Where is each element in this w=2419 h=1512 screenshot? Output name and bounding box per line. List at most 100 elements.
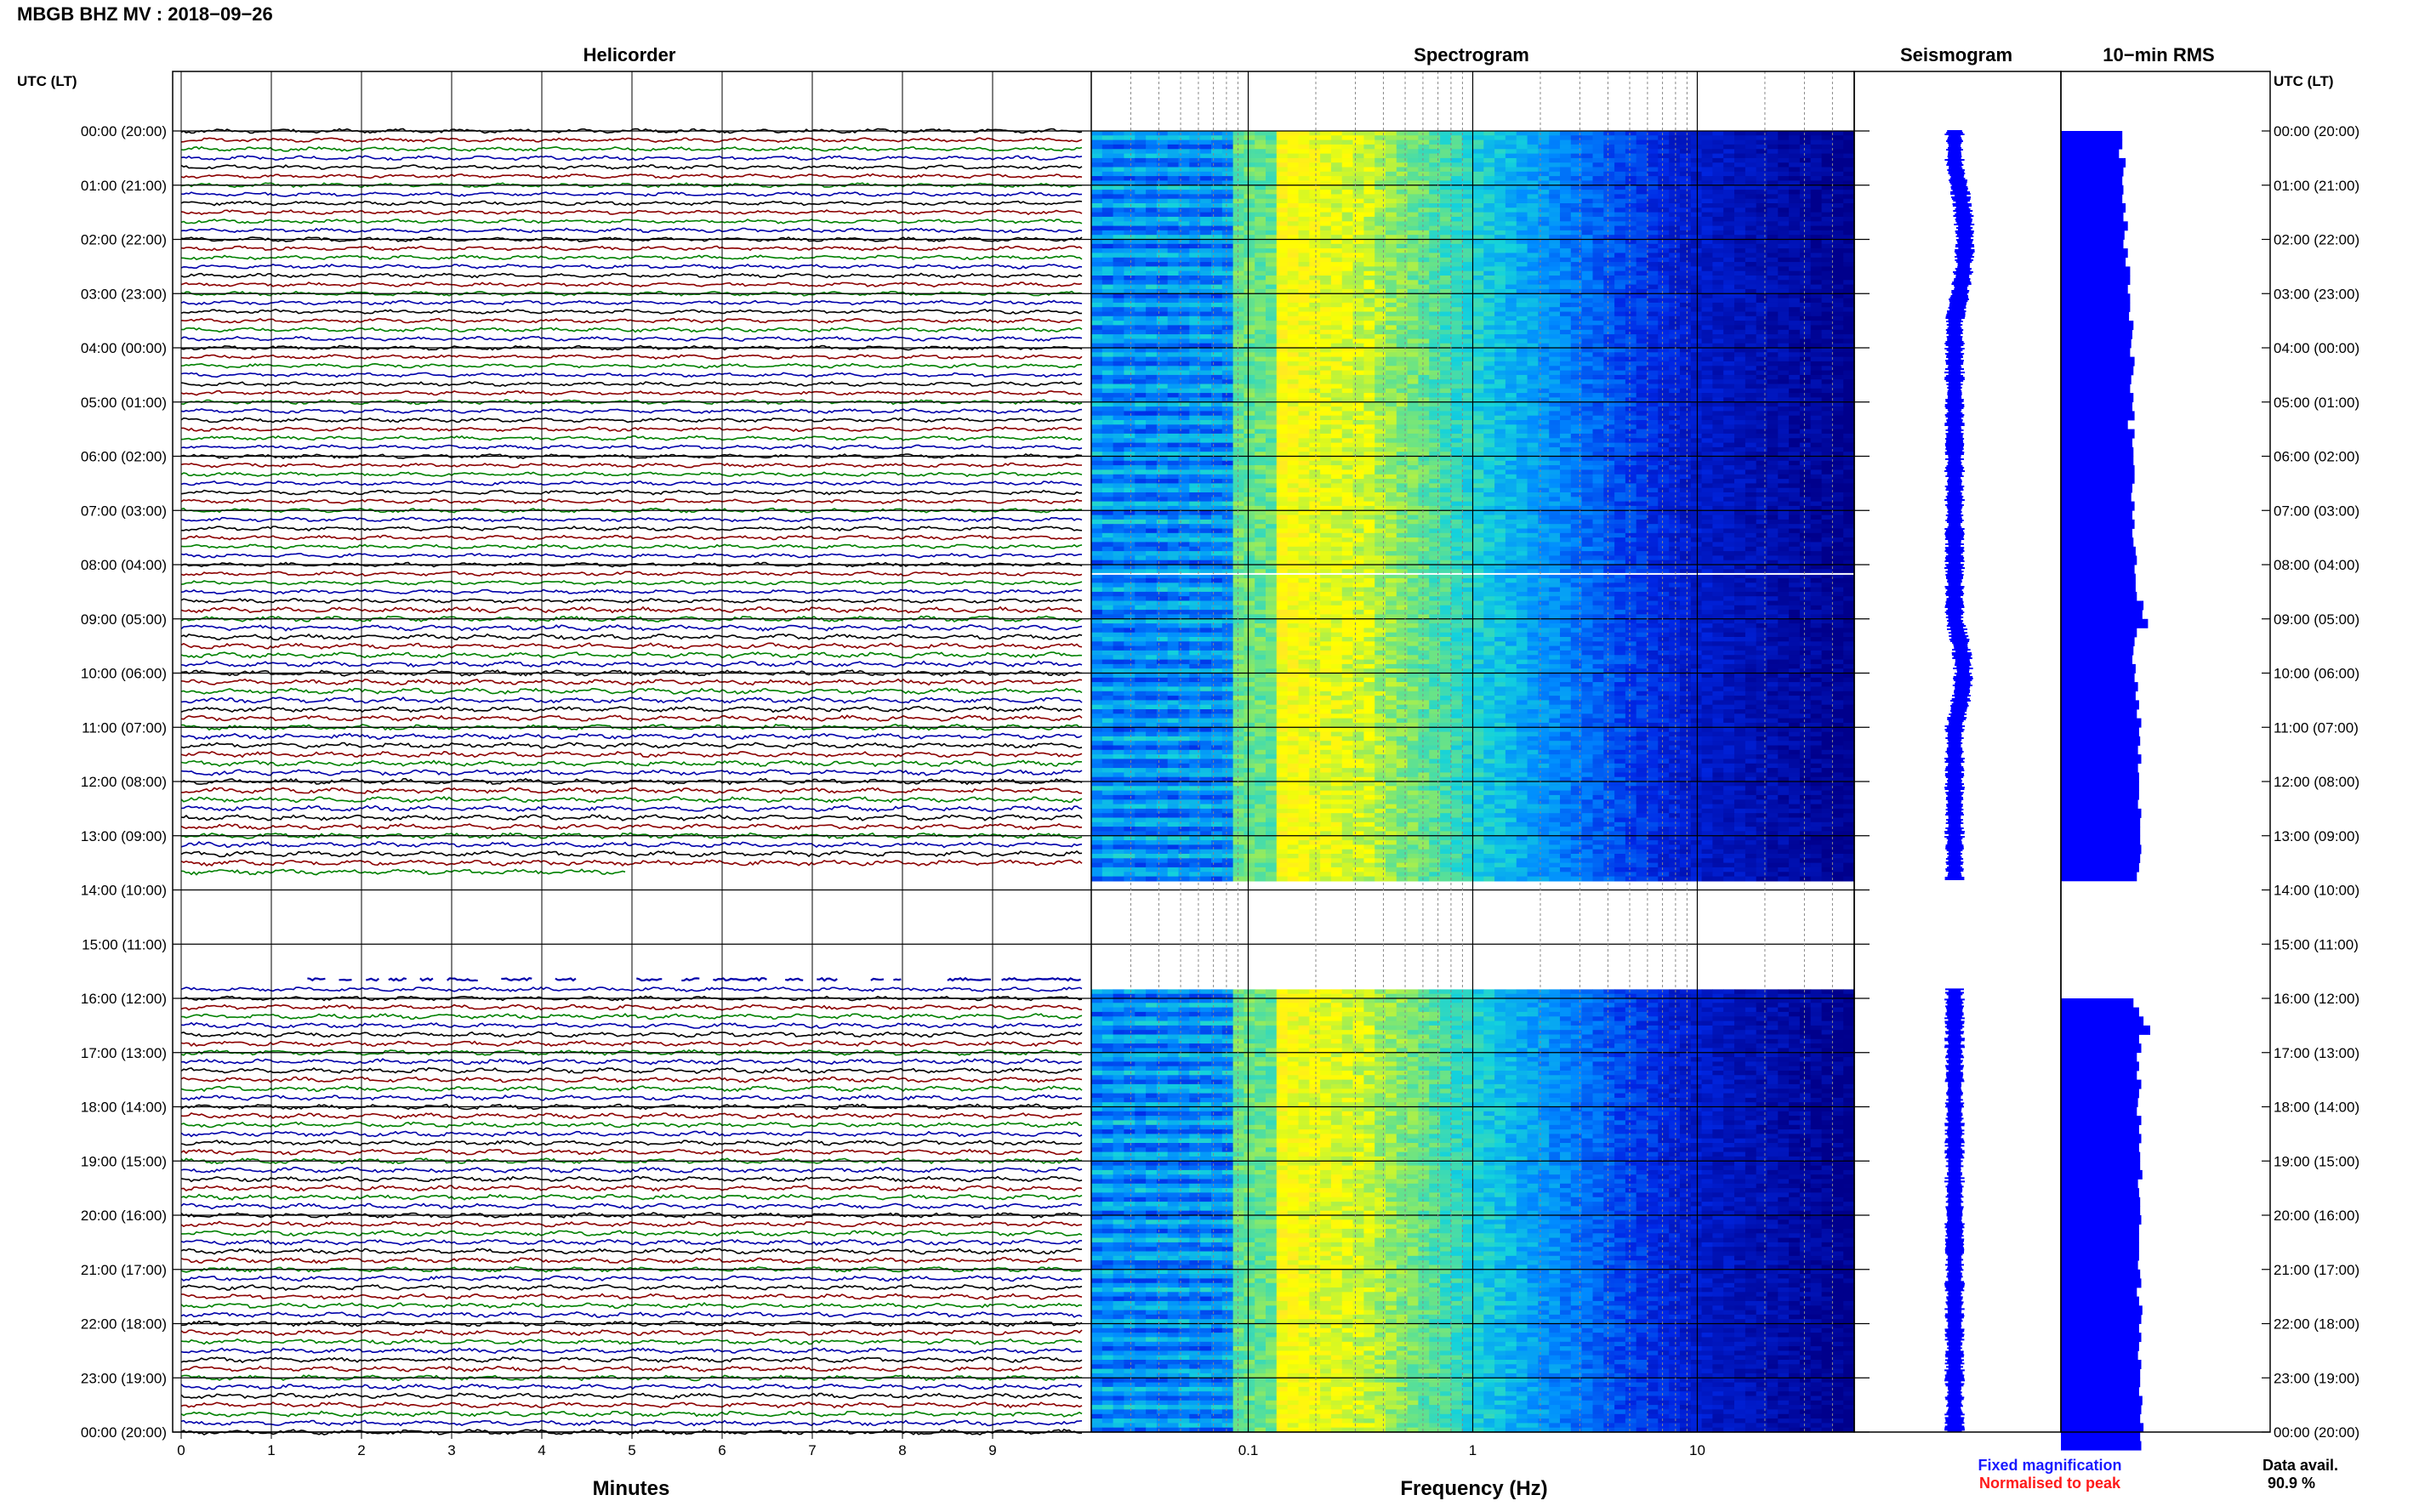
spectrogram-cell (1614, 153, 1626, 159)
spectrogram-cell (1756, 397, 1768, 403)
spectrogram-cell (1135, 144, 1147, 150)
spectrogram-cell (1396, 420, 1409, 425)
spectrogram-cell (1505, 139, 1517, 145)
spectrogram-cell (1113, 235, 1124, 241)
spectrogram-cell (1734, 334, 1746, 339)
spectrogram-cell (1330, 190, 1343, 195)
spectrogram-cell (1211, 429, 1223, 435)
spectrogram-cell (1386, 149, 1397, 155)
spectrogram-cell (1429, 302, 1441, 308)
spectrogram-cell (1560, 180, 1572, 186)
spectrogram-cell (1418, 388, 1430, 394)
spectrogram-cell (1200, 135, 1212, 141)
spectrogram-cell (1810, 144, 1823, 150)
spectrogram-cell (1450, 190, 1463, 195)
spectrogram-cell (1832, 153, 1844, 159)
spectrogram-cell (1146, 321, 1158, 326)
spectrogram-cell (1232, 135, 1244, 141)
spectrogram-cell (1701, 298, 1713, 304)
spectrogram-cell (1756, 315, 1768, 321)
spectrogram-cell (1113, 415, 1124, 421)
spectrogram-cell (1756, 361, 1768, 367)
spectrogram-cell (1440, 406, 1452, 412)
spectrogram-cell (1625, 230, 1637, 236)
spectrogram-cell (1789, 266, 1801, 272)
spectrogram-cell (1832, 307, 1844, 313)
spectrogram-cell (1592, 429, 1604, 435)
spectrogram-cell (1472, 212, 1484, 218)
spectrogram-cell (1581, 257, 1593, 263)
spectrogram-cell (1483, 131, 1495, 136)
spectrogram-cell (1266, 370, 1278, 376)
spectrogram-cell (1756, 198, 1768, 204)
spectrogram-cell (1669, 167, 1681, 173)
spectrogram-cell (1320, 397, 1332, 403)
spectrogram-cell (1440, 221, 1452, 227)
spectrogram-cell (1745, 262, 1757, 267)
spectrogram-cell (1407, 424, 1419, 430)
spectrogram-cell (1799, 370, 1812, 376)
spectrogram-cell (1113, 157, 1124, 163)
spectrogram-cell (1146, 190, 1158, 195)
spectrogram-cell (1723, 157, 1735, 163)
spectrogram-cell (1581, 207, 1593, 213)
spectrogram-cell (1680, 225, 1692, 231)
spectrogram-cell (1101, 311, 1114, 317)
spectrogram-cell (1200, 361, 1212, 367)
spectrogram-cell (1843, 379, 1855, 385)
spectrogram-cell (1341, 162, 1354, 168)
spectrogram-cell (1712, 356, 1724, 362)
spectrogram-cell (1101, 230, 1114, 236)
spectrogram-cell (1330, 216, 1343, 222)
spectrogram-cell (1810, 176, 1823, 181)
spectrogram-cell (1778, 446, 1790, 452)
spectrogram-cell (1494, 131, 1506, 136)
spectrogram-cell (1745, 207, 1757, 213)
spectrogram-cell (1669, 406, 1681, 412)
spectrogram-cell (1266, 401, 1278, 407)
spectrogram-cell (1516, 194, 1528, 200)
spectrogram-cell (1113, 207, 1124, 213)
spectrogram-cell (1767, 235, 1779, 241)
spectrogram-cell (1244, 307, 1255, 313)
spectrogram-cell (1745, 433, 1757, 439)
spectrogram-cell (1799, 225, 1812, 231)
spectrogram-cell (1352, 384, 1364, 389)
spectrogram-cell (1778, 276, 1790, 281)
spectrogram-cell (1135, 266, 1147, 272)
spectrogram-cell (1309, 248, 1321, 253)
spectrogram-cell (1483, 284, 1495, 290)
spectrogram-cell (1745, 315, 1757, 321)
spectrogram-cell (1756, 270, 1768, 276)
spectrogram-cell (1407, 393, 1419, 398)
spectrogram-cell (1309, 401, 1321, 407)
spectrogram-cell (1363, 348, 1375, 353)
spectrogram-cell (1712, 379, 1724, 385)
spectrogram-cell (1156, 221, 1169, 227)
spectrogram-cell (1669, 370, 1681, 376)
spectrogram-cell (1461, 374, 1474, 380)
spectrogram-cell (1091, 293, 1103, 299)
spectrogram-cell (1298, 302, 1310, 308)
spectrogram-cell (1341, 388, 1354, 394)
spectrogram-cell (1341, 144, 1354, 150)
spectrogram-cell (1341, 429, 1354, 435)
spectrogram-cell (1276, 167, 1289, 173)
spectrogram-cell (1636, 131, 1648, 136)
spectrogram-cell (1745, 411, 1757, 417)
spectrogram-cell (1320, 207, 1332, 213)
spectrogram-cell (1549, 406, 1561, 412)
spectrogram-cell (1146, 415, 1158, 421)
spectrogram-cell (1516, 298, 1528, 304)
spectrogram-cell (1244, 452, 1255, 458)
spectrogram-cell (1221, 194, 1234, 200)
spectrogram-cell (1221, 253, 1234, 259)
spectrogram-cell (1255, 221, 1266, 227)
spectrogram-cell (1592, 284, 1604, 290)
spectrogram-cell (1232, 334, 1244, 339)
spectrogram-cell (1461, 366, 1474, 372)
spectrogram-cell (1221, 446, 1234, 452)
spectrogram-cell (1494, 225, 1506, 231)
spectrogram-cell (1461, 352, 1474, 358)
spectrogram-cell (1494, 379, 1506, 385)
